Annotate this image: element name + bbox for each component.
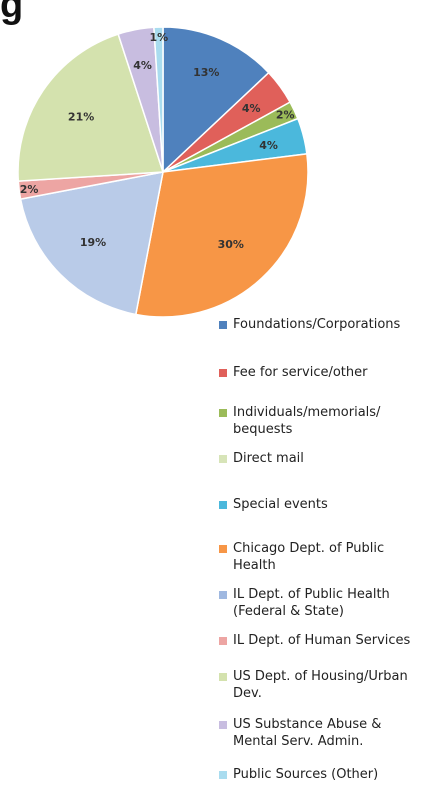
legend-label: Fee for service/other [233,365,368,380]
legend-item: Fee for service/other [219,364,429,381]
legend-label: Direct mail [233,451,304,466]
slice-value-label: 4% [242,102,261,115]
legend-item: Special events [219,496,429,513]
slice-value-label: 2% [276,109,295,122]
legend-item: Foundations/Corporations [219,316,429,333]
slice-value-label: 19% [80,236,106,249]
legend-swatch [219,637,227,645]
title-fragment: g [0,0,24,26]
legend-swatch [219,409,227,417]
pie-slice [162,26,270,174]
legend-label: Chicago Dept. of Public Health [233,541,385,573]
slice-value-label: 21% [68,110,94,123]
slice-value-label: 30% [218,238,244,251]
pie-slice [19,171,164,316]
legend-swatch [219,721,227,729]
legend-swatch [219,545,227,553]
legend-label: Foundations/Corporations [233,317,401,332]
legend-item: Individuals/memorials/ bequests [219,404,429,438]
slice-value-label: 4% [259,139,278,152]
legend-swatch [219,771,227,779]
slice-value-label: 1% [149,31,168,44]
pie-chart: 13% 4% 2% 4% 30% 19% 2% 21% 4% 1% [17,26,309,318]
pie-slice [17,33,165,182]
legend-swatch [219,455,227,463]
legend-item: US Substance Abuse & Mental Serv. Admin. [219,716,429,750]
legend-item: Public Sources (Other) [219,766,429,783]
legend-label: Individuals/memorials/ bequests [233,405,381,437]
legend-swatch [219,321,227,329]
legend-label: IL Dept. of Human Services [233,633,411,648]
slice-value-label: 4% [133,59,152,72]
legend-swatch [219,673,227,681]
legend-label: US Dept. of Housing/Urban Dev. [233,669,408,701]
legend-swatch [219,369,227,377]
legend-item: Chicago Dept. of Public Health [219,540,429,574]
legend-swatch [219,501,227,509]
legend-item: US Dept. of Housing/Urban Dev. [219,668,429,702]
legend-label: IL Dept. of Public Health (Federal & Sta… [233,587,390,619]
legend-label: US Substance Abuse & Mental Serv. Admin. [233,717,382,749]
legend-label: Special events [233,497,328,512]
legend-swatch [219,591,227,599]
legend-item: Direct mail [219,450,429,467]
legend-item: IL Dept. of Human Services [219,632,429,649]
slice-value-label: 2% [20,183,39,196]
legend-item: IL Dept. of Public Health (Federal & Sta… [219,586,429,620]
pie-slice [134,152,309,318]
legend-label: Public Sources (Other) [233,767,379,782]
slice-value-label: 13% [193,66,219,79]
pie-slice [153,26,164,173]
